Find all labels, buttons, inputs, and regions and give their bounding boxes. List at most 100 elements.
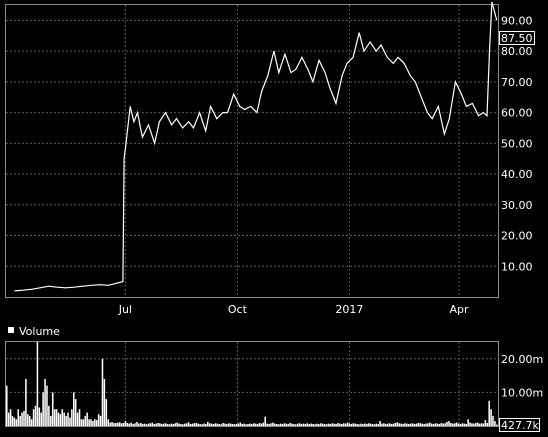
- volume-bar: [147, 423, 150, 426]
- volume-bar: [312, 424, 314, 426]
- volume-bar: [88, 419, 90, 426]
- volume-bar: [300, 424, 303, 426]
- volume-bar: [21, 412, 23, 426]
- volume-bar: [107, 419, 109, 426]
- volume-bar: [467, 419, 469, 426]
- volume-bar: [371, 424, 374, 426]
- price-y-tick-label: 40.00: [501, 168, 533, 181]
- volume-bar: [168, 424, 171, 426]
- volume-bar: [136, 422, 138, 426]
- volume-bar: [140, 423, 142, 426]
- volume-bar: [409, 423, 412, 426]
- volume-bar: [197, 423, 199, 426]
- volume-y-axis: 10.00m 20.00m: [501, 353, 543, 400]
- volume-bar: [205, 424, 207, 426]
- volume-bar: [323, 424, 326, 426]
- volume-bar: [465, 424, 467, 426]
- volume-bar: [229, 423, 232, 426]
- price-y-tick-label: 20.00: [501, 230, 533, 243]
- volume-bar: [275, 424, 278, 426]
- volume-bar: [149, 423, 152, 426]
- price-y-tick-label: 80.00: [501, 45, 533, 58]
- volume-bar: [74, 399, 77, 426]
- volume-bar: [266, 423, 268, 426]
- volume-bar: [40, 412, 42, 426]
- last-volume-box: [499, 418, 540, 432]
- volume-bar: [193, 423, 196, 426]
- volume-bar: [73, 392, 75, 426]
- volume-bar: [471, 423, 473, 426]
- price-grid: [6, 5, 498, 297]
- volume-bar: [46, 385, 48, 426]
- volume-bar: [356, 424, 358, 426]
- volume-bar: [325, 424, 328, 426]
- volume-bar: [432, 424, 435, 426]
- volume-bar: [166, 424, 169, 426]
- volume-bar: [452, 423, 454, 426]
- volume-bar: [291, 423, 293, 426]
- volume-bar: [222, 423, 224, 426]
- volume-bar: [212, 424, 215, 426]
- volume-grid: [6, 342, 498, 426]
- volume-bar: [434, 423, 437, 426]
- volume-bar: [478, 423, 481, 426]
- volume-bar: [348, 423, 351, 426]
- volume-bar: [15, 419, 18, 426]
- volume-bar: [450, 423, 452, 426]
- volume-bar: [23, 410, 25, 426]
- volume-bar: [233, 424, 236, 426]
- volume-bar: [151, 422, 154, 426]
- volume-bar: [296, 423, 299, 426]
- volume-bar: [448, 421, 450, 426]
- volume-bar: [226, 424, 228, 426]
- volume-bar: [446, 422, 448, 426]
- volume-bar: [11, 415, 14, 426]
- volume-bar: [90, 419, 92, 426]
- volume-legend-swatch: [8, 327, 14, 333]
- volume-bar: [164, 423, 167, 426]
- volume-bar: [99, 415, 102, 426]
- volume-bar: [105, 399, 108, 426]
- volume-bar: [365, 424, 368, 426]
- volume-bar: [182, 424, 184, 426]
- volume-bar: [76, 412, 79, 426]
- volume-bar: [256, 424, 259, 426]
- volume-bar: [287, 424, 289, 426]
- volume-bar: [411, 423, 414, 426]
- volume-bar: [258, 423, 261, 426]
- volume-bar: [97, 414, 100, 426]
- volume-bar: [277, 424, 280, 426]
- volume-bar: [358, 424, 360, 426]
- volume-bar: [13, 417, 16, 426]
- volume-bar: [101, 358, 104, 426]
- volume-bar: [375, 423, 378, 426]
- volume-bar: [115, 423, 117, 426]
- volume-bar: [490, 409, 492, 426]
- volume-bar: [295, 424, 297, 426]
- volume-bars: [6, 342, 498, 426]
- volume-bar: [25, 379, 27, 426]
- volume-bar: [316, 423, 318, 426]
- volume-bar: [438, 424, 441, 426]
- volume-bar: [176, 422, 178, 426]
- volume-bar: [488, 400, 490, 426]
- volume-bar: [455, 422, 458, 426]
- volume-bar: [293, 424, 295, 426]
- volume-bar: [117, 422, 119, 426]
- volume-bar: [161, 424, 163, 426]
- volume-bar: [184, 423, 186, 426]
- volume-bar: [463, 423, 466, 426]
- volume-bar: [427, 423, 429, 426]
- price-frame: [5, 4, 499, 298]
- price-x-axis: Jul Oct 2017 Apr: [118, 303, 469, 316]
- volume-bar: [476, 422, 479, 426]
- volume-bar: [386, 423, 389, 426]
- volume-bar: [247, 424, 249, 426]
- volume-bar: [283, 423, 286, 426]
- volume-bar: [44, 379, 46, 426]
- volume-bar: [48, 405, 50, 426]
- volume-bar: [310, 423, 312, 426]
- price-x-tick-label: 2017: [335, 303, 363, 316]
- volume-bar: [390, 424, 393, 426]
- volume-bar: [254, 423, 257, 426]
